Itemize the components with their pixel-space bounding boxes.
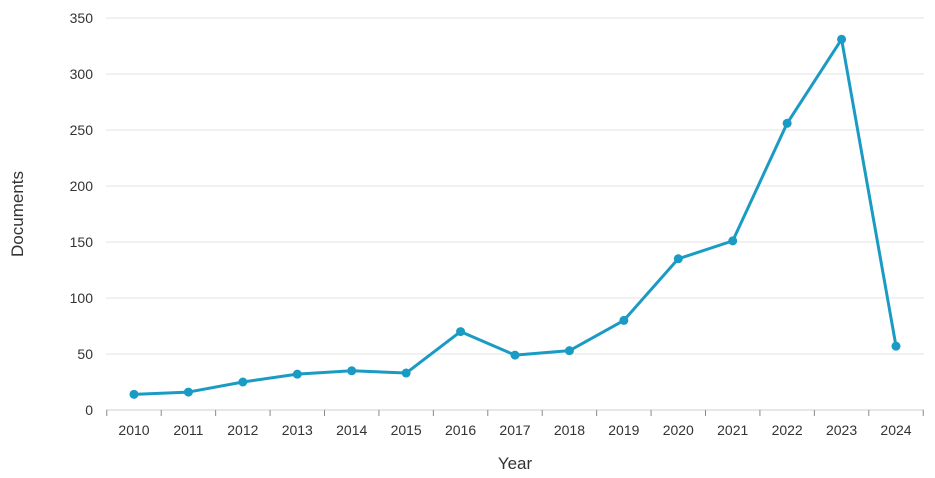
data-point [564,346,574,356]
x-tick-label: 2012 [227,422,258,438]
y-tick-label: 200 [70,178,94,194]
data-point [456,327,466,337]
series-line [132,37,898,396]
x-tick-label: 2021 [717,422,748,438]
data-point [129,389,139,399]
x-tick-label: 2015 [391,422,422,438]
data-point [837,34,847,44]
data-point [891,341,901,351]
x-tick-label: 2013 [282,422,313,438]
series-layer [129,34,901,399]
data-point [401,368,411,378]
y-tick-label: 0 [85,402,93,418]
data-point [782,118,792,128]
x-tick-label: 2020 [663,422,694,438]
data-point [728,236,738,246]
axis-layer: 0 50 100 150 200 250 300 350 2010 2011 2012 2013 201… [70,10,924,438]
data-point [347,366,357,376]
y-tick-label: 50 [77,346,93,362]
x-tick-label: 2010 [118,422,149,438]
y-tick-label: 350 [70,10,94,26]
grid-layer [106,17,924,355]
data-point [510,350,520,360]
data-point [673,254,683,264]
y-tick-label: 250 [70,122,94,138]
y-tick-label: 150 [70,234,94,250]
x-tick-label: 2017 [499,422,530,438]
data-point [292,369,302,379]
x-tick-label: 2011 [173,422,203,438]
x-tick-label: 2022 [772,422,803,438]
x-tick-label: 2016 [445,422,476,438]
x-axis-title: Year [498,454,533,473]
data-point [183,387,193,397]
x-tick-label: 2014 [336,422,367,438]
data-point [238,377,248,387]
y-axis-title: Documents [8,171,27,257]
data-point [619,315,629,325]
y-tick-label: 300 [70,66,94,82]
x-tick-label: 2019 [608,422,639,438]
x-tick-label: 2024 [880,422,911,438]
x-tick-label: 2023 [826,422,857,438]
y-tick-label: 100 [70,290,94,306]
x-tick-label: 2018 [554,422,585,438]
